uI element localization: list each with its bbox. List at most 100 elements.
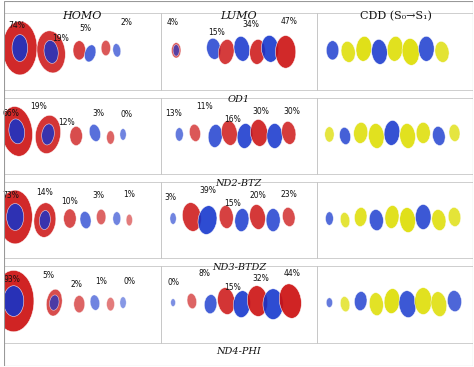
Ellipse shape [204, 295, 217, 314]
Ellipse shape [39, 210, 50, 230]
Ellipse shape [107, 297, 114, 311]
Ellipse shape [385, 206, 399, 229]
Ellipse shape [415, 204, 431, 229]
Ellipse shape [235, 208, 249, 232]
Text: 14%: 14% [36, 188, 53, 197]
Text: 20%: 20% [249, 191, 266, 200]
Text: 5%: 5% [42, 270, 54, 280]
Text: 11%: 11% [196, 102, 213, 112]
Ellipse shape [44, 40, 58, 63]
Ellipse shape [275, 36, 296, 68]
Ellipse shape [3, 286, 24, 316]
Ellipse shape [120, 297, 126, 308]
Ellipse shape [250, 120, 268, 146]
Text: 1%: 1% [123, 190, 135, 199]
Ellipse shape [49, 295, 59, 310]
Ellipse shape [170, 213, 176, 224]
Ellipse shape [415, 288, 432, 315]
Text: 93%: 93% [4, 275, 20, 284]
Ellipse shape [432, 210, 446, 230]
Ellipse shape [175, 128, 183, 141]
Ellipse shape [120, 129, 126, 140]
Text: 0%: 0% [123, 277, 135, 286]
Ellipse shape [325, 127, 334, 142]
Text: 32%: 32% [252, 274, 269, 283]
Ellipse shape [190, 124, 201, 142]
Ellipse shape [46, 289, 62, 316]
Ellipse shape [233, 291, 250, 317]
Text: 5%: 5% [80, 25, 91, 33]
Ellipse shape [355, 207, 367, 226]
Ellipse shape [70, 126, 82, 146]
Text: 30%: 30% [283, 107, 301, 116]
Ellipse shape [369, 210, 383, 230]
Text: 3%: 3% [92, 109, 104, 117]
Ellipse shape [340, 297, 350, 312]
Text: 73%: 73% [2, 191, 19, 200]
Ellipse shape [73, 41, 85, 60]
Ellipse shape [339, 127, 351, 145]
Ellipse shape [0, 190, 32, 244]
Bar [317, 14, 473, 90]
Ellipse shape [354, 122, 368, 143]
Ellipse shape [247, 286, 268, 316]
Ellipse shape [326, 41, 339, 60]
Bar [317, 266, 473, 342]
Text: ND3-BTDZ: ND3-BTDZ [212, 263, 266, 272]
Ellipse shape [431, 292, 447, 317]
Text: LUMO: LUMO [220, 11, 257, 21]
Text: 19%: 19% [52, 34, 69, 43]
Ellipse shape [384, 288, 400, 313]
Ellipse shape [172, 43, 181, 58]
Text: 30%: 30% [252, 107, 269, 116]
Text: 8%: 8% [199, 269, 210, 278]
Ellipse shape [416, 122, 430, 143]
Ellipse shape [89, 124, 100, 141]
Text: 66%: 66% [2, 109, 19, 117]
Ellipse shape [340, 212, 350, 228]
Ellipse shape [221, 120, 237, 145]
Ellipse shape [1, 106, 33, 156]
Ellipse shape [171, 299, 175, 306]
Text: 23%: 23% [281, 190, 297, 199]
Text: 47%: 47% [280, 17, 297, 26]
Ellipse shape [355, 291, 367, 311]
Bar [161, 266, 317, 342]
Ellipse shape [387, 36, 403, 61]
Ellipse shape [84, 45, 96, 62]
Bar [161, 14, 317, 90]
Ellipse shape [267, 123, 283, 148]
Bar [317, 182, 473, 258]
Text: 16%: 16% [224, 115, 241, 124]
Ellipse shape [0, 270, 34, 332]
Text: 34%: 34% [243, 20, 260, 29]
Ellipse shape [237, 124, 253, 148]
Text: ND2-BTZ: ND2-BTZ [216, 179, 262, 188]
Ellipse shape [219, 39, 234, 64]
Ellipse shape [341, 41, 356, 62]
Ellipse shape [207, 38, 221, 59]
Text: 4%: 4% [167, 18, 179, 27]
Text: 15%: 15% [224, 199, 241, 208]
Ellipse shape [36, 115, 61, 153]
Ellipse shape [399, 291, 416, 317]
Text: HOMO: HOMO [62, 11, 101, 21]
Text: 3%: 3% [164, 193, 176, 201]
Text: 19%: 19% [30, 102, 47, 112]
Text: 39%: 39% [199, 186, 216, 196]
Text: 3%: 3% [92, 191, 104, 200]
Ellipse shape [37, 31, 65, 73]
Ellipse shape [74, 295, 85, 313]
Ellipse shape [12, 34, 27, 62]
Text: 74%: 74% [9, 21, 25, 30]
Ellipse shape [326, 212, 333, 225]
Text: 2%: 2% [120, 18, 132, 27]
Ellipse shape [42, 124, 55, 145]
Text: 44%: 44% [283, 269, 301, 278]
Ellipse shape [447, 291, 462, 312]
Ellipse shape [356, 36, 372, 61]
Ellipse shape [198, 206, 217, 235]
Ellipse shape [433, 126, 445, 146]
Ellipse shape [372, 39, 387, 64]
Ellipse shape [326, 298, 333, 308]
